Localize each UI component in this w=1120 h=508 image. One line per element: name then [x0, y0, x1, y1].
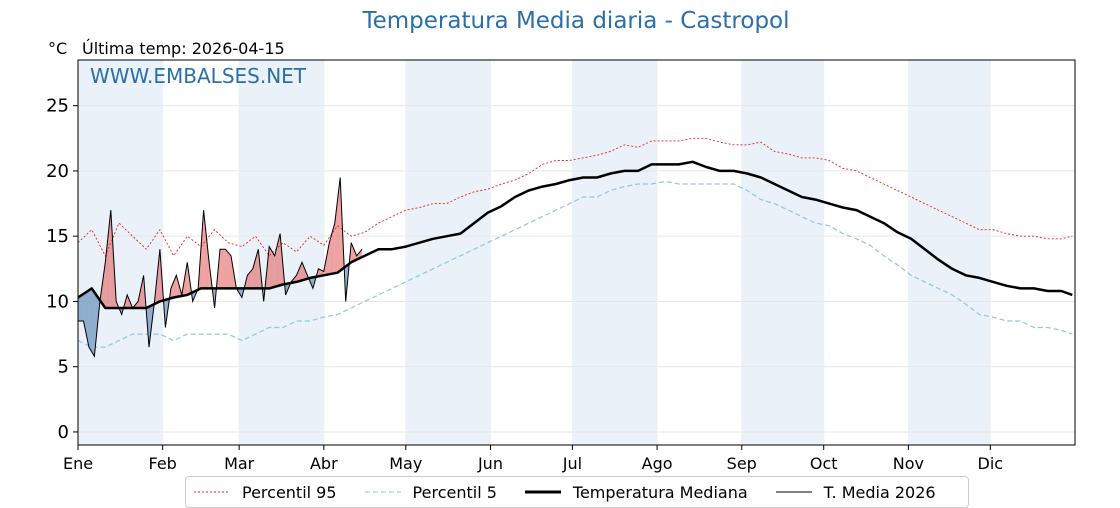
legend: Percentil 95 Percentil 5 Temperatura Med… [185, 476, 969, 508]
month-band [78, 60, 163, 445]
x-tick-label: Nov [893, 454, 924, 473]
y-tick-label: 20 [46, 161, 69, 182]
x-tick-label: Sep [727, 454, 757, 473]
month-band [908, 60, 990, 445]
legend-swatch-current [776, 487, 812, 497]
x-tick-label: Ene [63, 454, 93, 473]
x-tick-label: Feb [149, 454, 177, 473]
legend-item-p5: Percentil 5 [365, 483, 497, 502]
y-tick-label: 0 [58, 422, 69, 443]
x-tick-label: Mar [224, 454, 255, 473]
month-band [406, 60, 491, 445]
legend-label-p5: Percentil 5 [413, 483, 497, 502]
legend-swatch-median [525, 487, 561, 497]
x-tick-label: Ago [642, 454, 673, 473]
x-tick-label: Oct [810, 454, 838, 473]
legend-label-median: Temperatura Mediana [573, 483, 748, 502]
legend-swatch-p95 [194, 487, 230, 497]
legend-item-p95: Percentil 95 [194, 483, 337, 502]
month-band [742, 60, 824, 445]
y-tick-label: 10 [46, 291, 69, 312]
x-tick-label: Jun [477, 454, 503, 473]
watermark: WWW.EMBALSES.NET [90, 64, 306, 88]
y-tick-label: 25 [46, 96, 69, 117]
legend-label-p95: Percentil 95 [242, 483, 337, 502]
anomaly-fill [89, 290, 94, 356]
legend-swatch-p5 [365, 487, 401, 497]
y-axis: 0 5 10 15 20 25 [46, 96, 78, 443]
month-band [572, 60, 657, 445]
legend-item-median: Temperatura Mediana [525, 483, 748, 502]
anomaly-fill [220, 249, 225, 288]
x-tick-label: Abr [310, 454, 338, 473]
x-tick-label: May [389, 454, 422, 473]
month-bands [78, 60, 990, 445]
x-tick-label: Jul [562, 454, 582, 473]
x-tick-label: Dic [978, 454, 1004, 473]
legend-label-current: T. Media 2026 [824, 483, 936, 502]
x-axis: Ene Feb Mar Abr May Jun Jul Ago Sep Oct Nov Dic [63, 445, 1003, 473]
y-tick-label: 15 [46, 226, 69, 247]
legend-item-current: T. Media 2026 [776, 483, 936, 502]
y-tick-label: 5 [58, 357, 69, 378]
